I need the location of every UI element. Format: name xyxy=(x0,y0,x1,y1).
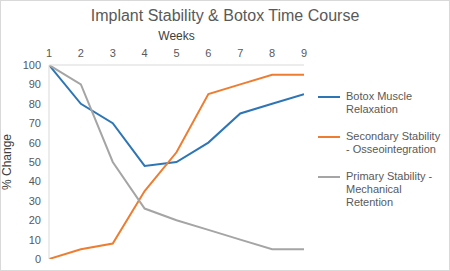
svg-text:100: 100 xyxy=(23,59,41,71)
svg-text:5: 5 xyxy=(173,47,179,59)
svg-text:10: 10 xyxy=(29,234,41,246)
svg-text:70: 70 xyxy=(29,117,41,129)
svg-text:6: 6 xyxy=(205,47,211,59)
html-text:Implant Stability & Botox Time: Implant Stability & Botox Time Course xyxy=(90,7,360,24)
svg-text:1: 1 xyxy=(46,47,52,59)
html-text:Secondary Stability - Osseoint: Secondary Stability - Osseointegration xyxy=(346,129,441,155)
svg-text:80: 80 xyxy=(29,98,41,110)
svg-text:Weeks: Weeks xyxy=(158,31,194,43)
svg-text:40: 40 xyxy=(29,175,41,187)
svg-text:0: 0 xyxy=(35,253,41,265)
svg-text:60: 60 xyxy=(29,137,41,149)
svg-text:% Change: % Change xyxy=(8,134,14,190)
svg-text:30: 30 xyxy=(29,195,41,207)
svg-text:7: 7 xyxy=(237,47,243,59)
svg-text:8: 8 xyxy=(269,47,275,59)
svg-text:2: 2 xyxy=(78,47,84,59)
svg-text:50: 50 xyxy=(29,156,41,168)
html-text:Botox Muscle Relaxation: Botox Muscle Relaxation xyxy=(346,89,412,115)
svg-text:20: 20 xyxy=(29,214,41,226)
svg-text:4: 4 xyxy=(142,47,148,59)
svg-text:90: 90 xyxy=(29,78,41,90)
svg-text:9: 9 xyxy=(301,47,307,59)
svg-text:3: 3 xyxy=(110,47,116,59)
html-text:Primary Stability - Mechanical: Primary Stability - Mechanical Retention xyxy=(346,169,433,208)
